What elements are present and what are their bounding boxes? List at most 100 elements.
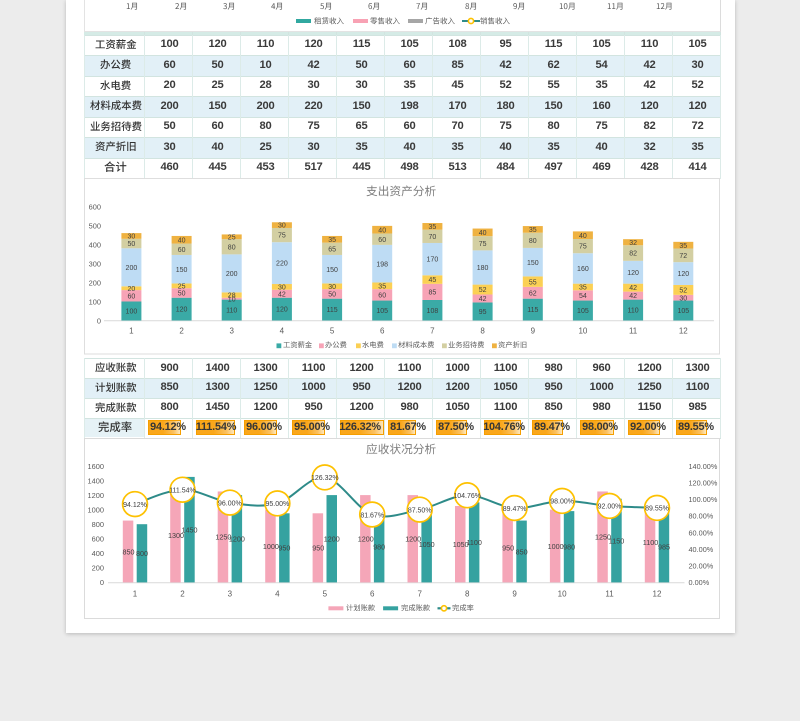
svg-text:1250: 1250 [595,533,611,542]
svg-text:52: 52 [479,287,487,294]
svg-text:5: 5 [330,327,335,336]
svg-text:40: 40 [479,230,487,237]
svg-text:42: 42 [629,293,637,300]
svg-text:40: 40 [178,237,186,244]
svg-text:35: 35 [529,227,537,234]
svg-text:850: 850 [122,547,134,556]
svg-text:25: 25 [228,234,236,241]
svg-text:104.76%: 104.76% [453,493,481,500]
svg-text:126.32%: 126.32% [310,475,338,482]
svg-text:105: 105 [376,308,388,315]
svg-text:5: 5 [322,590,327,599]
svg-text:120: 120 [627,270,639,277]
svg-text:1000: 1000 [87,506,103,515]
svg-text:100: 100 [126,309,138,316]
svg-text:7: 7 [417,590,422,599]
svg-text:75: 75 [278,233,286,240]
svg-text:1200: 1200 [405,535,421,544]
svg-text:200: 200 [226,271,238,278]
svg-text:54: 54 [579,293,587,300]
svg-text:200: 200 [89,278,101,287]
svg-text:1400: 1400 [87,476,103,485]
svg-text:20.00%: 20.00% [688,562,713,571]
svg-text:400: 400 [91,549,103,558]
svg-text:1200: 1200 [87,491,103,500]
svg-text:52: 52 [679,288,687,295]
svg-text:98.00%: 98.00% [550,499,574,506]
svg-text:950: 950 [278,544,290,553]
svg-text:35: 35 [579,285,587,292]
svg-text:92.00%: 92.00% [597,504,621,511]
svg-text:0: 0 [99,578,103,587]
svg-text:35: 35 [679,243,687,250]
svg-text:8: 8 [464,590,469,599]
svg-text:0: 0 [97,316,101,325]
svg-text:89.55%: 89.55% [645,506,669,513]
svg-text:115: 115 [527,307,538,314]
svg-text:40: 40 [378,227,386,234]
svg-text:30: 30 [278,284,286,291]
svg-text:30: 30 [328,284,336,291]
svg-text:11: 11 [629,327,638,336]
svg-text:35: 35 [429,224,437,231]
svg-text:30: 30 [278,223,286,230]
svg-text:4: 4 [275,590,280,599]
svg-text:120: 120 [276,307,288,314]
svg-text:100.00%: 100.00% [688,495,717,504]
svg-text:30: 30 [128,234,136,241]
svg-text:6: 6 [369,590,374,599]
svg-text:400: 400 [89,240,101,249]
svg-text:25: 25 [178,283,186,290]
svg-text:60: 60 [178,247,186,254]
svg-text:160: 160 [577,266,589,273]
svg-text:950: 950 [502,544,514,553]
svg-text:1: 1 [129,327,134,336]
svg-text:40.00%: 40.00% [688,545,713,554]
svg-text:600: 600 [89,202,101,211]
svg-text:3: 3 [229,327,234,336]
svg-text:1150: 1150 [608,536,623,545]
svg-text:60: 60 [378,292,386,299]
svg-text:70: 70 [429,234,437,241]
svg-text:9: 9 [512,590,517,599]
svg-text:20: 20 [128,286,136,293]
svg-text:45: 45 [429,277,437,284]
svg-text:75: 75 [579,244,587,251]
svg-text:2: 2 [179,327,184,336]
svg-text:198: 198 [376,261,388,268]
svg-text:1300: 1300 [168,531,184,540]
svg-text:94.12%: 94.12% [123,502,147,509]
svg-text:980: 980 [563,543,575,552]
svg-text:1100: 1100 [642,538,657,547]
svg-text:1000: 1000 [262,542,278,551]
svg-text:2: 2 [180,590,185,599]
svg-text:80: 80 [228,244,236,251]
svg-text:28: 28 [228,293,236,300]
svg-text:87.50%: 87.50% [407,507,431,514]
svg-text:1050: 1050 [418,540,434,549]
svg-text:55: 55 [529,279,537,286]
svg-text:80: 80 [529,238,537,245]
svg-text:1250: 1250 [215,533,231,542]
svg-text:220: 220 [276,261,288,268]
svg-text:42: 42 [479,296,487,303]
svg-text:95: 95 [479,309,487,316]
svg-text:120.00%: 120.00% [688,478,717,487]
svg-text:105: 105 [677,308,689,315]
svg-text:42: 42 [278,291,286,298]
svg-text:115: 115 [327,307,338,314]
svg-text:1200: 1200 [357,535,373,544]
svg-text:1450: 1450 [181,525,197,534]
svg-text:110: 110 [226,308,237,315]
svg-text:500: 500 [89,221,101,230]
svg-text:81.67%: 81.67% [360,512,384,519]
svg-text:140.00%: 140.00% [688,462,717,471]
svg-text:200: 200 [91,564,103,573]
svg-text:120: 120 [677,271,689,278]
svg-text:6: 6 [380,327,385,336]
svg-text:0.00%: 0.00% [688,578,709,587]
svg-text:72: 72 [679,253,687,260]
svg-text:40: 40 [579,233,587,240]
svg-text:1200: 1200 [323,535,339,544]
svg-text:150: 150 [176,267,188,274]
